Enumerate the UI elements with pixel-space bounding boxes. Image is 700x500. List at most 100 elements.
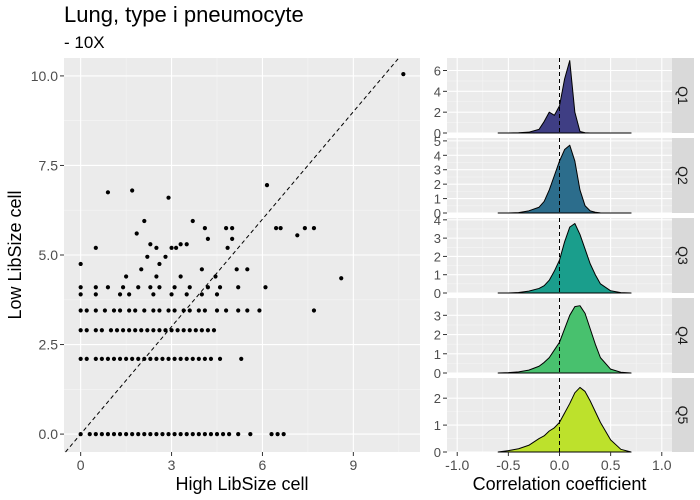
scatter-point [187,285,192,290]
scatter-point [239,356,244,361]
scatter-y-tick-label: 2.5 [39,337,59,353]
scatter-y-axis-title: Low LibSize cell [5,190,25,319]
scatter-point [208,356,214,361]
facet-y-tick-label: 4 [434,213,441,228]
scatter-point [199,267,204,272]
scatter-y-tick-label: 0.0 [39,426,59,442]
scatter-point [169,245,174,250]
scatter-point [202,308,207,313]
scatter-point [281,431,286,437]
facet-y-tick-label: 4 [434,84,441,99]
scatter-point [230,226,235,231]
scatter-point [275,431,280,437]
scatter-point [257,308,262,313]
scatter-point [160,356,165,361]
scatter-point [187,308,192,313]
facet-y-tick-label: 1 [434,192,441,207]
scatter-point [124,356,129,361]
scatter-point [273,226,279,231]
scatter-point [117,292,123,297]
scatter-point [311,226,317,231]
scatter-point [111,431,117,437]
scatter-point [127,292,132,297]
scatter-point [78,328,83,333]
scatter-point [202,356,207,361]
scatter-point [264,183,270,188]
facet-y-tick-label: 3 [434,163,441,178]
scatter-point [187,328,192,333]
scatter-point [157,308,162,313]
facet-strip-label-q1: Q1 [675,86,691,105]
scatter-point [157,285,162,290]
scatter-point [130,431,135,437]
scatter-point [142,356,147,361]
facet-strip-label-q5: Q5 [675,406,691,425]
scatter-point [105,431,111,437]
facet-y-tick-label: 5 [434,134,441,149]
scatter-point [184,356,189,361]
scatter-point [148,285,153,290]
scatter-point [105,356,111,361]
scatter-point [248,431,253,437]
scatter-point [114,328,120,333]
scatter-point [166,195,171,200]
scatter-point [84,308,89,313]
scatter-point [234,267,239,272]
scatter-point [311,308,317,313]
scatter-point [93,431,98,437]
scatter-point [78,285,83,290]
scatter-point [127,328,132,333]
scatter-point [117,356,123,361]
scatter-point [105,190,111,195]
scatter-point [225,245,230,250]
scatter-point [93,245,98,250]
facet-strip-q2 [672,138,694,213]
scatter-point [166,431,171,437]
scatter-x-tick-label: 9 [349,457,357,473]
scatter-point [339,276,344,281]
scatter-point [99,431,104,437]
scatter-point [211,328,217,333]
scatter-point [111,356,117,361]
scatter-point [193,328,198,333]
scatter-point [78,261,83,267]
facet-y-tick-label: 0 [434,206,441,221]
scatter-point [136,431,141,437]
scatter-point [236,285,241,290]
scatter-point [178,356,183,361]
scatter-point [166,356,171,361]
facet-strip-q5 [672,378,694,452]
density-area-q2 [497,144,632,214]
scatter-y-tick-label: 5.0 [39,247,59,263]
scatter-point [245,308,250,313]
scatter-point [196,431,201,437]
scatter-point [196,308,201,313]
density-x-tick-label: -0.5 [496,457,520,473]
scatter-point [160,431,165,437]
scatter-point [93,328,98,333]
facet-y-tick-label: 4 [434,148,441,163]
scatter-point [202,226,207,231]
scatter-point [214,431,220,437]
chart-title: Lung, type i pneumocyte [64,2,304,27]
facet-y-tick-label: 0 [434,366,441,381]
density-area-q1 [497,60,632,134]
density-x-tick-label: 0.0 [550,457,570,473]
scatter-x-axis-title: High LibSize cell [175,474,308,494]
scatter-point [278,226,283,231]
scatter-point [127,308,132,313]
scatter-point [302,226,307,231]
scatter-point [214,308,220,313]
chart-subtitle: - 10X [64,33,105,52]
scatter-point [151,328,156,333]
scatter-x-tick-label: 6 [259,457,267,473]
scatter-point [208,431,214,437]
scatter-point [120,328,126,333]
scatter-point [178,274,183,279]
density-x-axis-title: Correlation coefficient [473,474,647,494]
scatter-point [163,328,168,333]
scatter-point [169,292,174,297]
scatter-point [172,308,177,313]
scatter-point [93,308,98,313]
